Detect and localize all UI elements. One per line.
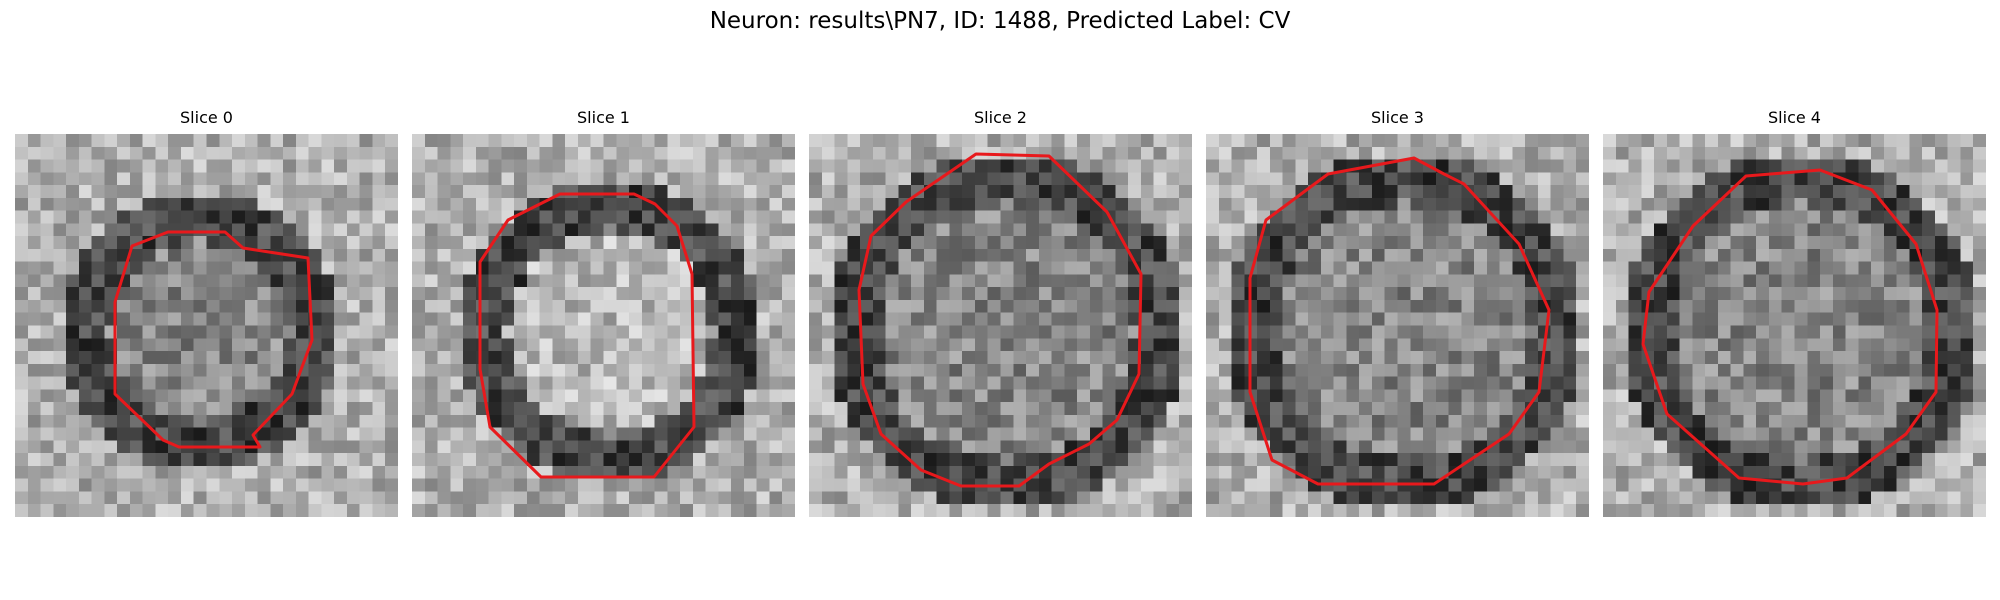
slice-1-panel xyxy=(412,134,795,517)
slice-1-title: Slice 1 xyxy=(412,108,795,127)
slice-1-contour xyxy=(412,134,795,517)
slice-4-title: Slice 4 xyxy=(1603,108,1986,127)
slice-0-panel xyxy=(15,134,398,517)
slice-3-title: Slice 3 xyxy=(1206,108,1589,127)
slice-2-contour xyxy=(809,134,1192,517)
slice-3-contour xyxy=(1206,134,1589,517)
slice-4-panel xyxy=(1603,134,1986,517)
slice-0-title: Slice 0 xyxy=(15,108,398,127)
slice-4-contour xyxy=(1603,134,1986,517)
slice-2-title: Slice 2 xyxy=(809,108,1192,127)
slice-2-panel xyxy=(809,134,1192,517)
slice-0-contour xyxy=(15,134,398,517)
slice-3-panel xyxy=(1206,134,1589,517)
figure-title: Neuron: results\PN7, ID: 1488, Predicted… xyxy=(0,8,2000,34)
